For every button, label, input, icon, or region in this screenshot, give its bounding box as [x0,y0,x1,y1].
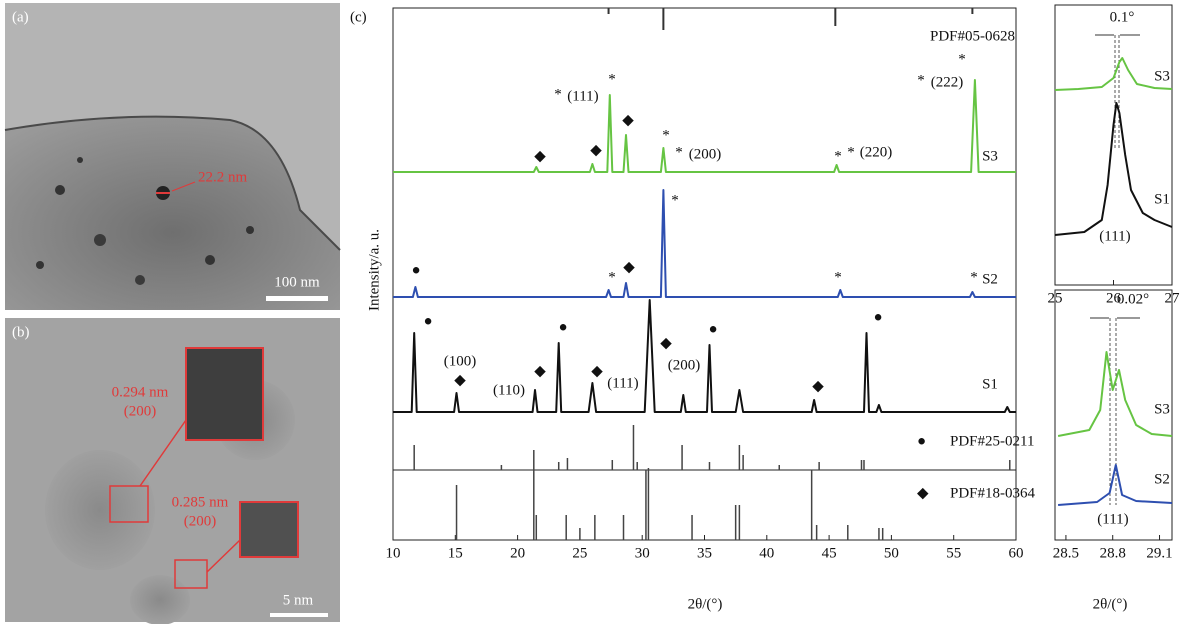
peak-annotation: ● [411,262,420,278]
spectrum-line [393,299,1016,413]
peak-annotation: (111) [1097,511,1128,527]
y-axis-label: Intensity/a. u. [366,229,382,311]
panel-label: (c) [350,9,367,25]
peak-annotation: ◆ [590,142,602,158]
peak-annotation: * [608,269,616,285]
reference-name: PDF#25-0211 [950,433,1034,449]
x-tick-label: 28.5 [1053,545,1079,561]
x-tick-label: 10 [386,545,401,561]
peak-annotation: 0.1° [1110,9,1135,25]
reference-name: PDF#05-0628 [930,28,1015,44]
series-label: S1 [1154,191,1170,207]
series-label: S3 [1154,68,1170,84]
plot-frame [1054,289,1173,541]
peak-annotation: * [608,71,616,87]
series-label: S2 [982,271,998,287]
peak-annotation: * [834,269,842,285]
peak-annotation: (220) [860,144,893,160]
peak-annotation: ◆ [454,372,466,388]
peak-annotation: * [970,269,978,285]
x-axis-label: 2θ/(°) [688,596,723,612]
reference-marker: ◆ [917,485,929,501]
peak-annotation: (111) [567,88,598,104]
peak-annotation: ◆ [623,259,635,275]
peak-annotation: ◆ [591,363,603,379]
peak-annotation: (111) [607,375,638,391]
reference-marker: ● [917,433,926,449]
peak-annotation: ◆ [534,148,546,164]
spacing-label: 0.285 nm [172,494,229,510]
series-label: S1 [982,376,998,392]
peak-annotation: 0.02° [1117,291,1149,307]
x-axis-label: 2θ/(°) [1093,596,1128,612]
tem-image-a [4,3,341,311]
peak-annotation: ◆ [660,335,672,351]
x-tick-label: 26 [1106,290,1122,306]
scale-bar-label: 100 nm [274,274,320,290]
spectrum-line [1058,464,1173,506]
x-tick-label: 15 [448,545,463,561]
x-tick-label: 29.1 [1146,545,1172,561]
peak-annotation: (100) [444,353,477,369]
peak-annotation: (111) [1099,228,1130,244]
x-tick-label: 60 [1009,545,1024,561]
x-tick-label: 45 [822,545,837,561]
x-tick-label: 55 [946,545,961,561]
peak-annotation: ● [423,313,432,329]
tem-image-b [5,318,340,624]
peak-annotation: (110) [493,382,525,398]
panel-label: (b) [12,324,30,340]
peak-annotation: ◆ [622,112,634,128]
peak-annotation: * [917,72,925,88]
peak-annotation: ◆ [534,363,546,379]
peak-annotation: * [958,51,966,67]
x-tick-label: 25 [572,545,587,561]
peak-annotation: * [662,127,670,143]
spectrum-line [393,189,1016,298]
peak-annotation: ● [558,319,567,335]
x-tick-label: 20 [510,545,525,561]
x-tick-label: 28.8 [1100,545,1126,561]
peak-annotation: * [675,144,683,160]
spectrum-line [1054,57,1173,91]
panel-label: (a) [12,9,29,25]
shift-arrows [1090,34,1140,319]
peak-annotation: * [834,148,842,164]
peak-annotation: ◆ [812,378,824,394]
size-label: 22.2 nm [198,169,248,185]
plane-label: (200) [124,403,157,419]
spectrum-line [1054,102,1173,236]
x-tick-label: 30 [635,545,650,561]
peak-annotation: (200) [668,357,701,373]
spectrum-line [393,79,1016,173]
peak-annotation: (222) [931,74,964,90]
spacing-label: 0.294 nm [112,384,169,400]
x-tick-label: 40 [759,545,774,561]
peak-annotation: (200) [689,146,722,162]
peak-annotation: ● [708,321,717,337]
peak-annotation: ● [873,309,882,325]
x-tick-label: 50 [884,545,899,561]
spectrum-line [1057,351,1173,437]
series-label: S2 [1154,471,1170,487]
peak-annotation: * [554,86,562,102]
x-tick-label: 35 [697,545,712,561]
shift-guides [1109,35,1120,505]
series-label: S3 [1154,401,1170,417]
plane-label: (200) [184,513,217,529]
peak-annotation: * [847,144,855,160]
series-label: S3 [982,148,998,164]
peak-annotation: * [671,192,679,208]
reference-name: PDF#18-0364 [950,485,1036,501]
scale-bar-label: 5 nm [283,592,314,608]
